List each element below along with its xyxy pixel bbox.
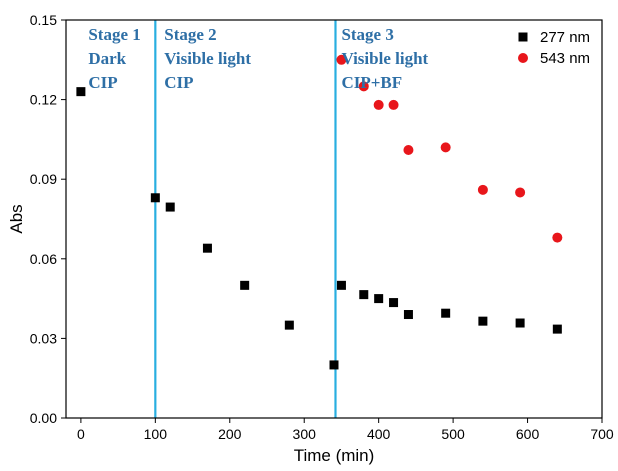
- point-543nm: [388, 99, 399, 110]
- point-543nm: [336, 54, 347, 65]
- point-277nm: [76, 87, 86, 97]
- point-277nm: [202, 243, 212, 253]
- y-tick-label: 0.03: [30, 330, 57, 346]
- stage-2-label-line: Stage 2: [164, 25, 216, 44]
- stage-1-label-line: CIP: [88, 73, 117, 92]
- point-277nm: [284, 320, 294, 330]
- point-277nm: [359, 290, 369, 300]
- point-277nm: [478, 316, 488, 326]
- data-points: [76, 54, 563, 370]
- legend: 277 nm 543 nm: [518, 29, 590, 67]
- point-543nm: [373, 99, 384, 110]
- x-tick-label: 700: [590, 426, 614, 442]
- x-axis-ticks: 0 100 200 300 400 500 600 700: [77, 418, 614, 442]
- x-axis-title: Time (min): [294, 446, 375, 465]
- stage-2-label-line: CIP: [164, 73, 193, 92]
- point-277nm: [329, 360, 339, 370]
- y-tick-label: 0.09: [30, 171, 57, 187]
- point-543nm: [358, 81, 369, 92]
- x-tick-label: 0: [77, 426, 85, 442]
- x-tick-label: 200: [218, 426, 242, 442]
- stage-3-label-line: CIP+BF: [341, 73, 402, 92]
- point-277nm: [441, 308, 451, 318]
- point-543nm: [440, 142, 451, 153]
- stage-dividers: [154, 20, 337, 418]
- y-tick-label: 0.06: [30, 251, 57, 267]
- point-277nm: [240, 280, 250, 290]
- stage-3-label-line: Visible light: [341, 49, 428, 68]
- y-tick-label: 0.15: [30, 12, 57, 28]
- stage-1-label-line: Stage 1: [88, 25, 140, 44]
- point-277nm: [150, 193, 160, 203]
- point-543nm: [403, 145, 414, 156]
- legend-marker-543nm: [518, 53, 528, 63]
- legend-label: 543 nm: [540, 50, 590, 67]
- legend-marker-277nm: [518, 32, 528, 42]
- x-tick-label: 600: [516, 426, 540, 442]
- x-tick-label: 400: [367, 426, 391, 442]
- point-277nm: [403, 310, 413, 320]
- point-543nm: [515, 187, 526, 198]
- point-277nm: [336, 280, 346, 290]
- stage-2-label-line: Visible light: [164, 49, 251, 68]
- point-277nm: [389, 298, 399, 308]
- stage-3-label-line: Stage 3: [341, 25, 393, 44]
- y-axis-ticks: 0.00 0.03 0.06 0.09 0.12 0.15: [30, 12, 66, 426]
- point-543nm: [477, 184, 488, 195]
- x-tick-label: 300: [293, 426, 317, 442]
- x-tick-label: 100: [144, 426, 168, 442]
- point-277nm: [374, 294, 384, 304]
- y-tick-label: 0.12: [30, 92, 57, 108]
- x-tick-label: 500: [441, 426, 465, 442]
- y-tick-label: 0.00: [30, 410, 57, 426]
- plot-frame: [65, 19, 603, 419]
- stage-annotations: Stage 1 Dark CIP Stage 2 Visible light CIP Sta…: [88, 25, 428, 92]
- legend-label: 277 nm: [540, 29, 590, 46]
- y-axis-title: Abs: [7, 204, 26, 233]
- point-277nm: [515, 318, 525, 328]
- point-543nm: [552, 232, 563, 243]
- stage-1-label-line: Dark: [88, 49, 126, 68]
- point-277nm: [165, 202, 175, 212]
- point-277nm: [552, 324, 562, 334]
